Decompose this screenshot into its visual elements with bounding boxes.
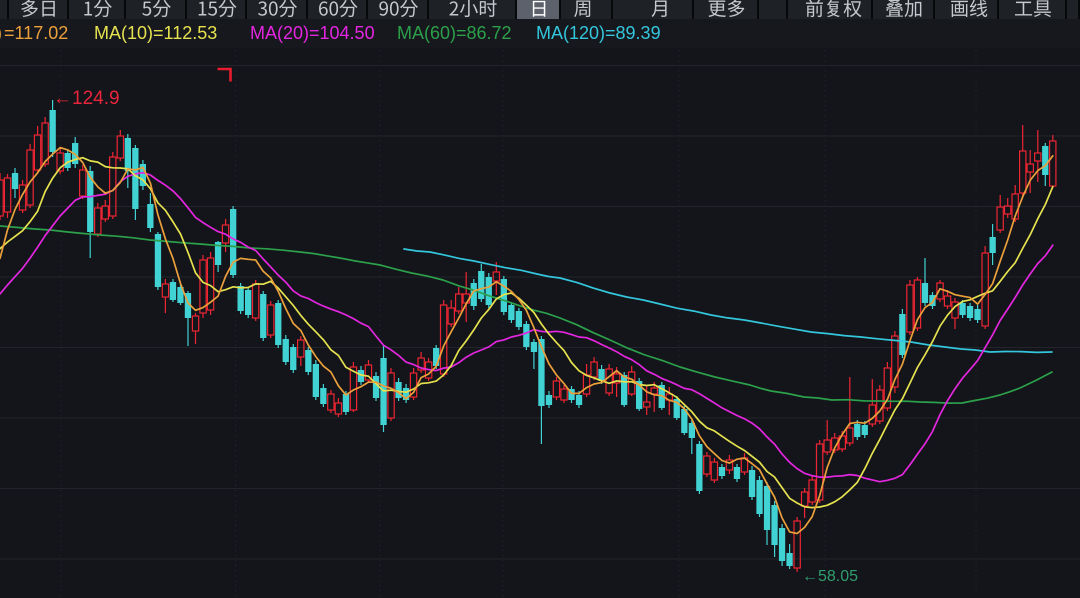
svg-text:←58.05: ←58.05 [802, 568, 858, 585]
svg-text:←124.9: ←124.9 [53, 88, 120, 109]
